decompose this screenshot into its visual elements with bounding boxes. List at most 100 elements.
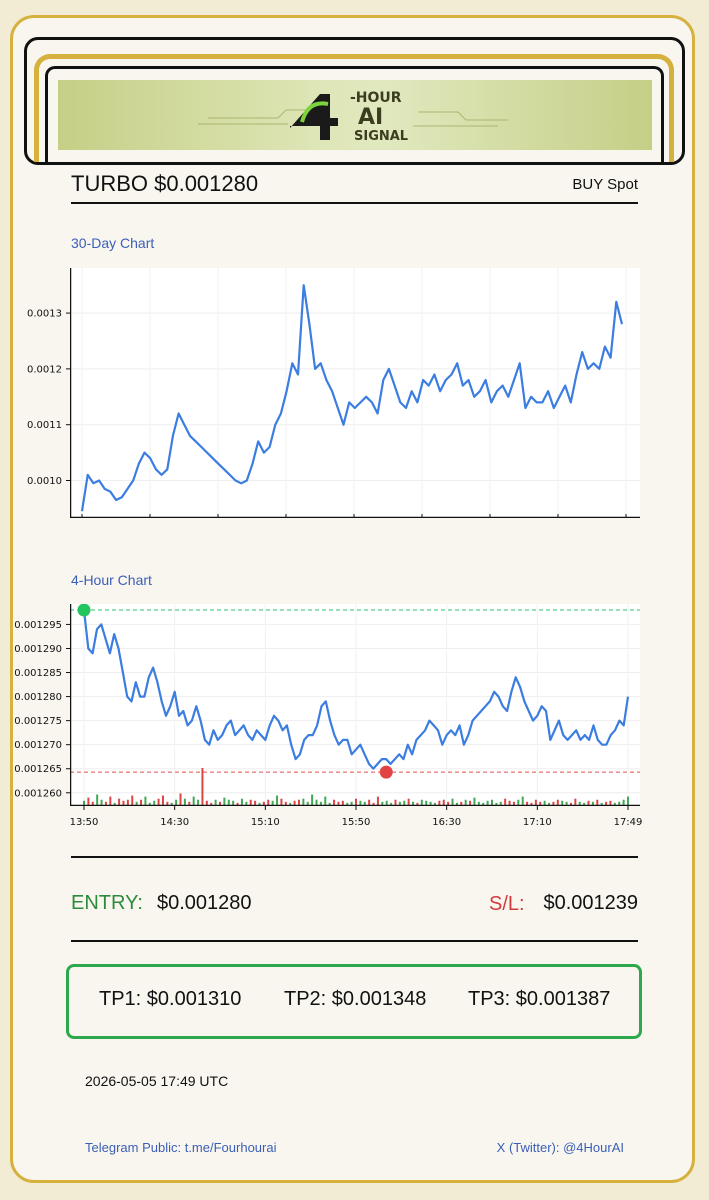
volume-bar bbox=[561, 800, 564, 806]
volume-bar bbox=[227, 799, 230, 806]
volume-bar bbox=[596, 799, 599, 806]
y-tick-label: 0.001265 bbox=[14, 764, 62, 775]
volume-bar bbox=[556, 799, 559, 806]
volume-bar bbox=[552, 801, 555, 806]
divider bbox=[71, 202, 638, 204]
volume-bar bbox=[245, 801, 248, 806]
volume-bar bbox=[271, 800, 274, 806]
volume-bar bbox=[267, 799, 270, 806]
x-tick-label: 13:50 bbox=[70, 817, 99, 828]
volume-bar bbox=[451, 798, 454, 806]
volume-bar bbox=[188, 801, 191, 806]
coin-title: TURBO $0.001280 bbox=[71, 171, 259, 196]
volume-bar bbox=[372, 802, 375, 806]
y-tick-label: 0.001270 bbox=[14, 740, 62, 751]
volume-bar bbox=[126, 799, 129, 806]
low-marker bbox=[379, 765, 393, 779]
y-tick-label: 0.001285 bbox=[14, 668, 62, 679]
volume-bar bbox=[407, 798, 410, 806]
volume-bar bbox=[622, 799, 625, 806]
high-marker bbox=[77, 603, 91, 617]
entry-value: $0.001280 bbox=[157, 892, 252, 914]
brand-banner: -HOUR AI SIGNAL bbox=[58, 80, 652, 150]
volume-bar bbox=[355, 798, 357, 806]
volume-bar bbox=[350, 801, 353, 806]
volume-bar bbox=[381, 801, 384, 806]
volume-bar bbox=[109, 796, 112, 806]
volume-bar bbox=[376, 796, 379, 806]
volume-bar bbox=[148, 802, 151, 806]
take-profit-box bbox=[66, 964, 642, 1039]
signal-timestamp: 2026-05-05 17:49 UTC bbox=[85, 1073, 229, 1089]
y-tick-label: 0.0011 bbox=[27, 420, 62, 431]
volume-bar bbox=[420, 799, 423, 806]
twitter-link[interactable]: X (Twitter): @4HourAI bbox=[496, 1140, 624, 1155]
volume-bar bbox=[508, 800, 511, 806]
y-tick-label: 0.001290 bbox=[14, 644, 62, 655]
volume-bar bbox=[236, 802, 239, 806]
price-line-30d bbox=[80, 284, 624, 512]
volume-bar bbox=[205, 800, 208, 806]
volume-bar bbox=[170, 802, 173, 806]
volume-bar bbox=[183, 798, 186, 806]
volume-bar bbox=[412, 801, 415, 806]
x-tick-label: 14:30 bbox=[160, 817, 189, 828]
volume-bar bbox=[135, 801, 138, 806]
volume-bar bbox=[249, 799, 252, 806]
volume-bar bbox=[504, 798, 507, 806]
x-tick-label: 17:10 bbox=[523, 817, 552, 828]
volume-bar bbox=[583, 802, 586, 806]
telegram-link[interactable]: Telegram Public: t.me/Fourhourai bbox=[85, 1140, 277, 1155]
volume-bar bbox=[157, 798, 160, 806]
volume-bar bbox=[390, 802, 393, 806]
volume-bar bbox=[341, 800, 344, 806]
volume-bar bbox=[144, 796, 147, 806]
volume-bar bbox=[346, 802, 349, 806]
stop-loss-value: $0.001239 bbox=[543, 892, 638, 914]
volume-bar bbox=[618, 801, 621, 806]
volume-bar bbox=[359, 800, 362, 806]
volume-bar bbox=[311, 794, 314, 806]
volume-bar bbox=[153, 800, 156, 806]
take-profit-3: TP3: $0.001387 bbox=[468, 988, 611, 1010]
volume-bar bbox=[486, 800, 489, 806]
volume-bar bbox=[416, 802, 419, 806]
entry-label: ENTRY: bbox=[71, 892, 143, 914]
x-tick-label: 17:49 bbox=[614, 817, 643, 828]
volume-bar bbox=[578, 801, 581, 806]
volume-bar bbox=[240, 798, 243, 806]
volume-bar bbox=[297, 799, 300, 806]
x-tick-label: 15:50 bbox=[342, 817, 371, 828]
y-tick-label: 0.001260 bbox=[14, 788, 62, 799]
volume-bar bbox=[605, 801, 608, 806]
logo-hour-text: -HOUR bbox=[350, 90, 402, 106]
y-tick-label: 0.0013 bbox=[27, 309, 62, 320]
volume-bar bbox=[469, 800, 472, 806]
volume-bar bbox=[161, 795, 164, 806]
trade-type-badge: BUY Spot bbox=[572, 176, 638, 193]
volume-bar bbox=[491, 799, 493, 806]
volume-bar bbox=[219, 801, 221, 806]
y-tick-label: 0.001280 bbox=[14, 692, 62, 703]
y-tick-label: 0.001275 bbox=[14, 716, 62, 727]
volume-bar bbox=[175, 799, 178, 806]
volume-bar bbox=[534, 799, 537, 806]
volume-bar bbox=[210, 802, 213, 806]
volume-bar bbox=[442, 799, 445, 806]
volume-bar bbox=[464, 799, 467, 806]
volume-bar bbox=[521, 796, 524, 806]
volume-bar bbox=[262, 801, 265, 806]
volume-bar bbox=[192, 796, 195, 806]
volume-bar bbox=[477, 801, 480, 806]
volume-bar bbox=[100, 799, 103, 806]
volume-bar bbox=[368, 799, 371, 806]
volume-bar bbox=[526, 801, 529, 806]
volume-bar bbox=[425, 800, 428, 806]
volume-bar bbox=[403, 800, 406, 806]
brand-logo: -HOUR AI SIGNAL bbox=[198, 90, 508, 144]
volume-bar bbox=[447, 801, 450, 806]
volume-bar bbox=[460, 801, 463, 806]
volume-bar bbox=[254, 800, 257, 806]
volume-bar bbox=[122, 800, 125, 806]
volume-bar bbox=[284, 801, 287, 806]
